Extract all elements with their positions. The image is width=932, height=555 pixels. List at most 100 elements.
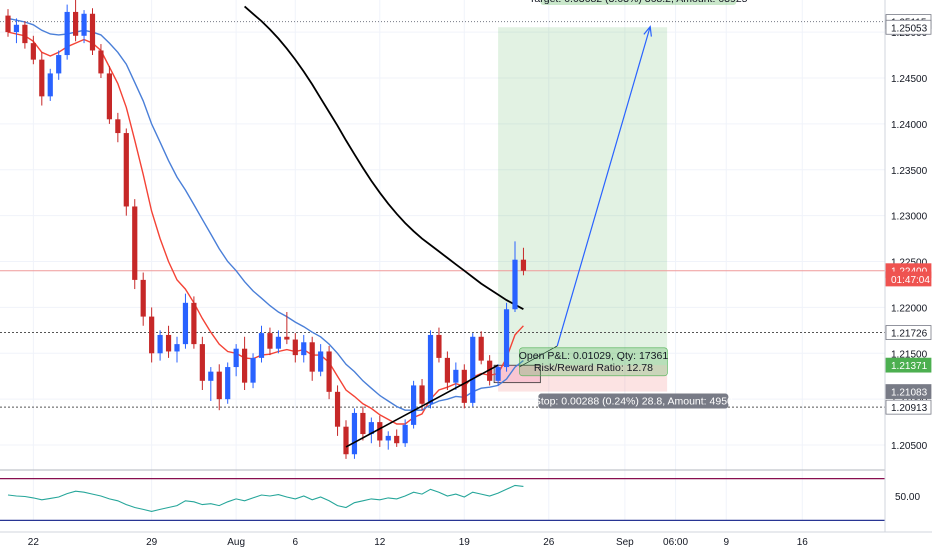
- time-tick-label: 6: [293, 537, 299, 548]
- candle-body: [495, 367, 501, 381]
- position-info-text: Open P&L: 0.01029, Qty: 17361: [519, 350, 669, 362]
- price-label-text: 1.25053: [891, 23, 928, 34]
- candle-body: [47, 73, 53, 97]
- time-tick-label: 06:00: [663, 537, 688, 548]
- candle-body: [13, 24, 20, 33]
- time-axis: 22 29 Aug 6 12 19 26 Sep 06:00 9 16: [0, 531, 932, 548]
- candle-body: [453, 369, 459, 383]
- candle-body: [132, 206, 138, 280]
- candle-body: [512, 259, 518, 310]
- position-info-label: Open P&L: 0.01029, Qty: 17361Risk/Reward…: [519, 347, 669, 377]
- position-target-text: Target: 0.03682 (3.03%) 368.2, Amount: 6…: [529, 0, 747, 5]
- candle-body: [351, 412, 358, 455]
- candle-body: [157, 334, 163, 354]
- candle-body: [115, 119, 121, 134]
- candle-body: [165, 334, 172, 352]
- position-profit-zone: [498, 27, 668, 366]
- price-label-box: [885, 325, 932, 340]
- price-label-text: 01:47:04: [891, 275, 930, 286]
- candle-body: [123, 133, 129, 207]
- candle-body: [343, 426, 349, 455]
- candle-body: [292, 339, 298, 356]
- position-info-text: Risk/Reward Ratio: 12.78: [534, 362, 653, 374]
- time-tick-label: 29: [146, 537, 158, 548]
- position-stop-label: Stop: 0.00288 (0.24%) 28.8, Amount: 4950: [534, 393, 733, 409]
- price-label: 1.25053: [885, 19, 932, 35]
- time-tick-label: Sep: [616, 537, 634, 548]
- candle-body: [140, 279, 146, 317]
- candle-body: [73, 11, 79, 36]
- candle-body: [487, 360, 493, 381]
- time-tick-label: 26: [543, 537, 555, 548]
- price-label-box: [885, 271, 932, 287]
- candle-body: [461, 369, 467, 403]
- price-label-text: 1.21083: [891, 388, 928, 399]
- price-tick-label: 1.22000: [891, 303, 928, 314]
- osc-tick-label: 50.00: [895, 492, 920, 503]
- candle-body: [318, 351, 324, 372]
- candle-body: [22, 24, 28, 44]
- candle-body: [182, 302, 189, 345]
- time-tick-label: 12: [374, 537, 386, 548]
- candle-body: [242, 348, 248, 383]
- candle-body: [250, 357, 256, 383]
- trendline: [345, 364, 499, 448]
- arrow-connector: [519, 345, 558, 368]
- candle-body: [394, 435, 400, 444]
- candle-body: [478, 336, 484, 361]
- position-stop-text: Stop: 0.00288 (0.24%) 28.8, Amount: 4950: [534, 396, 733, 408]
- candle-body: [174, 344, 180, 352]
- candle-body: [89, 13, 96, 51]
- ma-line-3: [244, 5, 524, 310]
- price-label-box: [885, 384, 932, 399]
- candle-body: [233, 348, 239, 368]
- price-tick-label: 1.23000: [891, 212, 928, 223]
- candle-body: [216, 371, 222, 400]
- time-tick-label: 9: [723, 537, 729, 548]
- candle-body: [39, 59, 45, 97]
- candle-body: [470, 336, 476, 403]
- candle-body: [199, 344, 205, 381]
- price-label-box: [885, 357, 932, 373]
- candle-body: [81, 13, 87, 36]
- price-tick-label: 1.24500: [891, 74, 928, 85]
- price-label-text: 1.20913: [891, 403, 928, 414]
- candle-body: [64, 11, 70, 56]
- oscillator-line: [7, 484, 524, 512]
- candle-body: [402, 424, 408, 444]
- candle-body: [444, 357, 450, 383]
- position-target-label: Target: 0.03682 (3.03%) 368.2, Amount: 6…: [529, 0, 748, 5]
- price-label-text: 1.21371: [891, 361, 928, 372]
- candle-body: [385, 435, 391, 441]
- time-tick-label: Aug: [227, 537, 245, 548]
- price-label: 1.21726: [885, 325, 932, 340]
- time-tick-label: 19: [459, 537, 471, 548]
- candle-body: [520, 259, 527, 271]
- projection-arrow-head: [643, 25, 652, 37]
- position-loss-zone: [498, 365, 668, 392]
- candles: [5, 0, 527, 459]
- candle-body: [503, 309, 510, 368]
- projection-arrow-line: [556, 26, 651, 347]
- candle-body: [419, 385, 425, 404]
- price-label-box: [885, 19, 932, 35]
- candle-body: [275, 336, 281, 349]
- candle-body: [106, 73, 112, 120]
- position-stop-box: [538, 393, 729, 409]
- price-tick-label: 1.21500: [891, 349, 928, 360]
- candle-body: [258, 333, 265, 358]
- price-label-box: [885, 399, 932, 415]
- price-tick-label: 1.23500: [891, 166, 928, 177]
- candle-body: [309, 342, 315, 372]
- time-tick-label: 22: [28, 537, 40, 548]
- candle-body: [284, 336, 290, 340]
- price-label: 01:47:04: [885, 271, 932, 287]
- candle-body: [326, 351, 332, 392]
- grid-lines: [0, 0, 885, 520]
- price-label: 1.21371: [885, 357, 932, 373]
- candle-body: [368, 422, 374, 435]
- candle-body: [225, 367, 231, 400]
- position-target-box: [540, 0, 737, 5]
